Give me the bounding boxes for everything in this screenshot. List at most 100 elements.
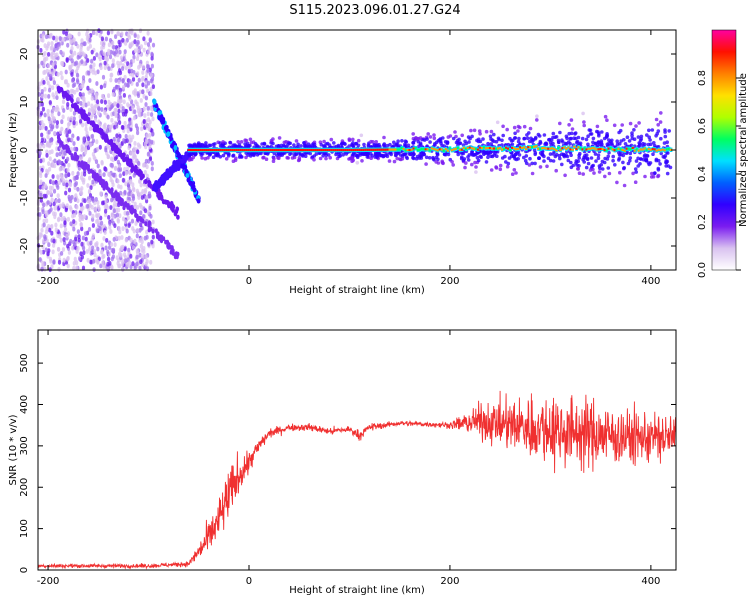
halo-point	[458, 141, 463, 146]
noise-point	[116, 31, 120, 37]
halo-point	[651, 174, 656, 179]
noise-point	[83, 41, 87, 47]
noise-point	[99, 172, 103, 177]
spectrogram-marks	[36, 28, 673, 272]
halo-point	[659, 151, 663, 156]
signal-core-segment	[509, 148, 512, 152]
noise-point	[106, 249, 110, 255]
noise-point	[51, 180, 56, 186]
noise-point	[121, 111, 126, 117]
halo-point	[459, 156, 464, 161]
noise-point	[68, 66, 72, 71]
noise-point	[83, 198, 87, 204]
noise-point	[100, 36, 104, 42]
noise-point	[124, 134, 128, 139]
signal-core-segment	[231, 148, 235, 152]
noise-point	[75, 87, 79, 93]
halo-point	[400, 157, 405, 161]
noise-point	[114, 165, 118, 171]
noise-point	[127, 191, 131, 197]
halo-point	[650, 128, 655, 132]
noise-point	[142, 214, 146, 219]
halo-point	[621, 160, 625, 165]
halo-point	[411, 132, 416, 136]
streak-point	[102, 185, 106, 191]
halo-point	[428, 140, 432, 144]
signal-core-segment	[633, 149, 637, 152]
halo-point	[665, 140, 669, 144]
signal-core-segment	[332, 148, 335, 152]
noise-point	[70, 137, 74, 142]
halo-point	[591, 163, 595, 168]
halo-point	[314, 152, 319, 156]
signal-core-segment	[499, 146, 502, 150]
noise-point	[106, 30, 110, 36]
noise-point	[138, 179, 142, 184]
noise-point	[50, 230, 54, 236]
noise-point	[146, 42, 151, 47]
noise-point	[108, 245, 112, 250]
halo-point	[275, 153, 279, 157]
noise-point	[47, 242, 51, 248]
noise-point	[146, 111, 150, 117]
noise-point	[55, 46, 59, 51]
noise-point	[144, 158, 148, 164]
halo-point	[647, 128, 651, 133]
halo-point	[355, 161, 360, 165]
noise-point	[135, 261, 139, 267]
noise-point	[93, 117, 98, 123]
streak-point	[148, 220, 152, 226]
signal-core-segment	[667, 147, 671, 151]
noise-point	[79, 44, 83, 49]
noise-point	[82, 177, 86, 183]
noise-point	[78, 51, 82, 56]
noise-point	[73, 50, 77, 56]
signal-core-segment	[517, 147, 520, 150]
halo-point	[518, 125, 522, 130]
noise-point	[138, 265, 142, 271]
noise-point	[41, 37, 45, 43]
signal-core-segment	[255, 148, 259, 152]
halo-point	[588, 128, 593, 133]
halo-point	[603, 174, 607, 179]
streak-point	[167, 242, 171, 248]
halo-point	[612, 123, 617, 128]
noise-point	[59, 49, 63, 55]
noise-point	[100, 220, 104, 226]
noise-point	[41, 106, 46, 112]
noise-point	[39, 142, 44, 148]
halo-point	[654, 157, 659, 162]
halo-point	[411, 156, 416, 161]
halo-point	[564, 134, 569, 139]
signal-core-segment	[354, 148, 357, 151]
halo-point	[415, 154, 420, 159]
noise-point	[144, 74, 148, 80]
signal-core-segment	[529, 146, 532, 149]
noise-point	[53, 211, 57, 217]
noise-point	[49, 179, 53, 185]
noise-point	[137, 77, 141, 83]
halo-point	[666, 164, 671, 168]
signal-core-segment	[235, 148, 239, 152]
signal-core-segment	[484, 147, 488, 150]
noise-point	[75, 265, 79, 271]
streak-point	[175, 254, 179, 260]
noise-point	[90, 236, 94, 242]
halo-point	[470, 134, 474, 139]
noise-point	[151, 42, 156, 48]
noise-point	[91, 198, 95, 203]
signal-core-segment	[205, 148, 209, 152]
noise-point	[101, 260, 105, 266]
signal-core-segment	[563, 146, 566, 149]
streak-point	[147, 180, 152, 186]
halo-point	[659, 136, 663, 141]
halo-point	[533, 161, 537, 166]
noise-point	[127, 145, 131, 151]
signal-core-segment	[478, 146, 482, 149]
noise-point	[74, 236, 78, 242]
halo-point	[580, 136, 585, 141]
signal-core-segment	[450, 149, 454, 152]
transition-point	[180, 158, 185, 164]
noise-point	[38, 102, 42, 107]
noise-point	[127, 247, 131, 253]
